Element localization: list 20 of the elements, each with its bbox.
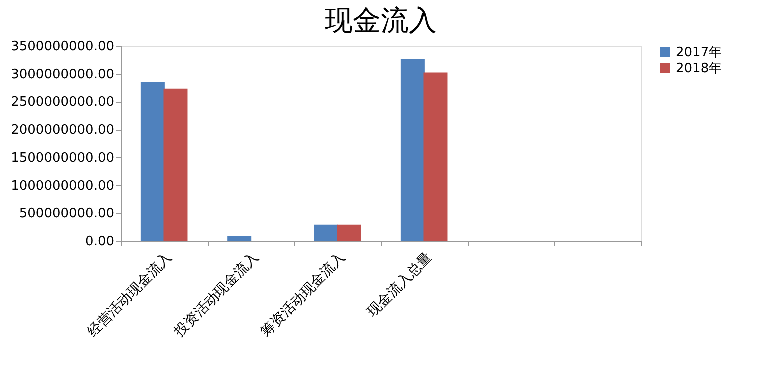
y-tick-label: 2000000000.00 bbox=[11, 123, 114, 138]
bar bbox=[400, 59, 425, 241]
y-tick-label: 3500000000.00 bbox=[11, 40, 114, 54]
x-tick-label: 现金流入总量 bbox=[364, 250, 436, 321]
chart-title: 现金流入 bbox=[325, 4, 437, 37]
bar bbox=[140, 82, 165, 241]
y-tick-label: 500000000.00 bbox=[19, 206, 114, 222]
bar bbox=[337, 224, 362, 241]
y-tick-label: 2500000000.00 bbox=[11, 95, 114, 110]
bar bbox=[164, 88, 188, 241]
legend-label: 2017年 bbox=[676, 46, 722, 60]
bar bbox=[314, 224, 338, 241]
y-tick-label: 1000000000.00 bbox=[11, 178, 114, 194]
y-tick-label: 3000000000.00 bbox=[11, 67, 114, 82]
bar bbox=[424, 72, 448, 241]
y-tick-label: 0.00 bbox=[86, 234, 114, 250]
y-tick-label: 1500000000.00 bbox=[11, 150, 114, 166]
legend-label: 2018年 bbox=[676, 62, 722, 76]
x-tick-label: 经营活动现金流入 bbox=[84, 250, 176, 340]
bar bbox=[228, 236, 252, 241]
